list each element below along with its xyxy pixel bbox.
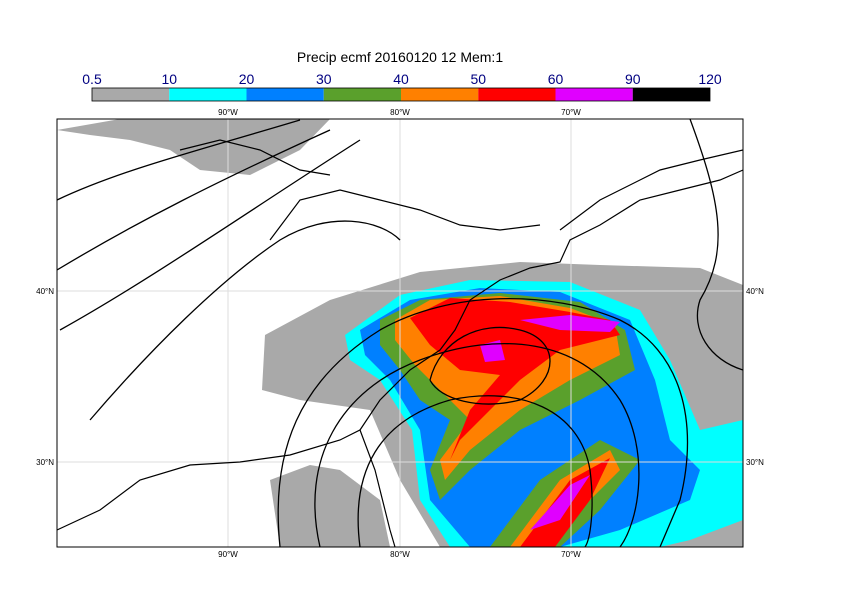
lon-label: 70°W bbox=[561, 550, 581, 559]
colorbar-label: 20 bbox=[239, 71, 255, 87]
lon-label: 80°W bbox=[390, 108, 410, 117]
colorbar-label: 120 bbox=[698, 71, 722, 87]
map-area bbox=[57, 119, 743, 547]
colorbar-segment bbox=[478, 88, 556, 101]
colorbar-segment bbox=[246, 88, 324, 101]
lon-label: 90°W bbox=[218, 108, 238, 117]
colorbar-frame bbox=[91, 87, 711, 102]
lon-label: 70°W bbox=[561, 108, 581, 117]
lat-label: 40°N bbox=[746, 287, 764, 296]
colorbar-segment bbox=[169, 88, 247, 101]
colorbar-segment bbox=[555, 88, 633, 101]
colorbar-label: 50 bbox=[470, 71, 486, 87]
lon-label: 90°W bbox=[218, 550, 238, 559]
lon-label: 80°W bbox=[390, 550, 410, 559]
colorbar: 0.5 10 20 30 40 50 60 90 120 bbox=[82, 71, 722, 102]
colorbar-label: 0.5 bbox=[82, 71, 102, 87]
colorbar-label: 90 bbox=[625, 71, 641, 87]
colorbar-segment bbox=[401, 88, 479, 101]
colorbar-segment bbox=[323, 88, 401, 101]
colorbar-label: 30 bbox=[316, 71, 332, 87]
title: Precip ecmf 20160120 12 Mem:1 bbox=[297, 49, 503, 65]
colorbar-label: 60 bbox=[548, 71, 564, 87]
colorbar-label: 40 bbox=[393, 71, 409, 87]
lat-label: 30°N bbox=[746, 458, 764, 467]
colorbar-segment bbox=[92, 88, 170, 101]
map-frame bbox=[56, 118, 744, 548]
lat-label: 30°N bbox=[36, 458, 54, 467]
colorbar-segment bbox=[632, 88, 710, 101]
colorbar-label: 10 bbox=[161, 71, 177, 87]
lat-label: 40°N bbox=[36, 287, 54, 296]
